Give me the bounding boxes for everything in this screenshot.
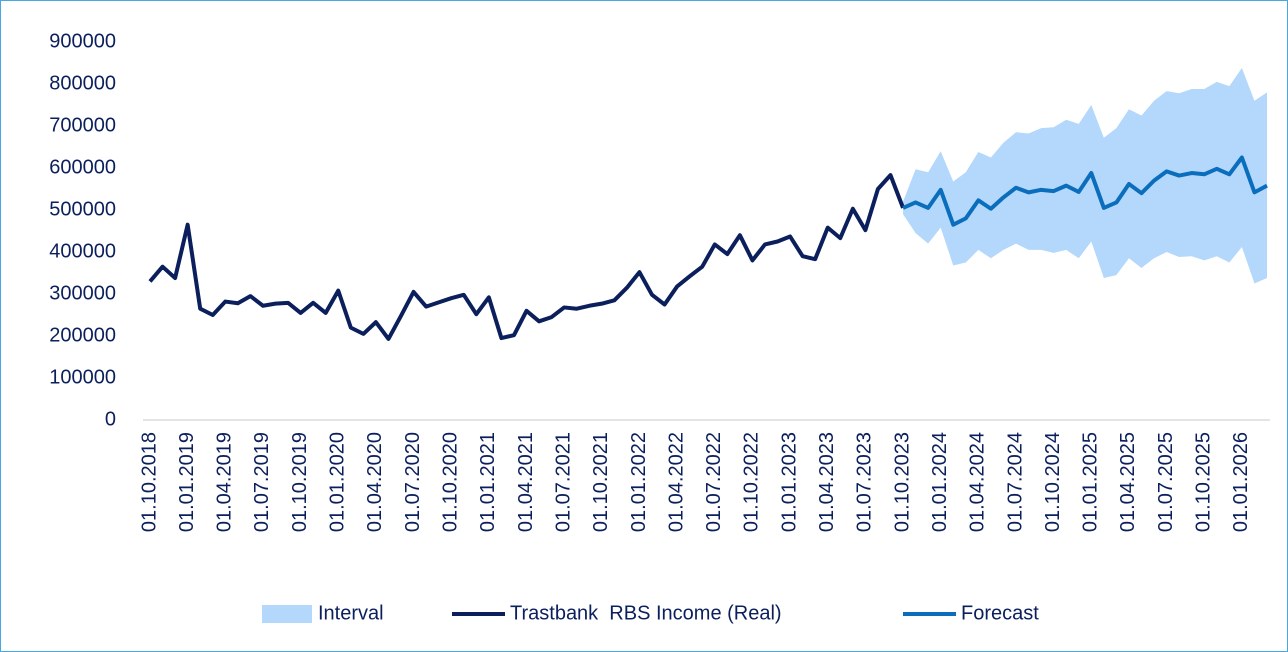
x-tick-label: 01.10.2025 (1193, 432, 1215, 532)
data-line (902, 155, 1268, 227)
x-tick-label: 01.10.2018 (138, 432, 160, 532)
x-tick-label: 01.10.2022 (741, 432, 763, 532)
x-tick-label: 01.10.2019 (289, 432, 311, 532)
x-tick-label: 01.01.2019 (176, 432, 198, 532)
x-tick-label: 01.07.2021 (552, 432, 574, 532)
x-tick-label: 01.01.2022 (628, 432, 650, 532)
x-tick-label: 01.04.2024 (967, 432, 989, 532)
x-tick-label: 01.01.2023 (778, 432, 800, 532)
x-tick-label: 01.01.2025 (1080, 432, 1102, 532)
x-tick-label: 01.04.2019 (214, 432, 236, 532)
legend-swatch (262, 605, 312, 623)
x-tick-label: 01.04.2020 (364, 432, 386, 532)
y-tick-label: 500000 (49, 198, 116, 220)
legend-label: Interval (318, 602, 384, 624)
x-tick-label: 01.07.2022 (703, 432, 725, 532)
y-tick-label: 800000 (49, 72, 116, 94)
interval-area (903, 68, 1267, 284)
x-tick-label: 01.07.2025 (1155, 432, 1177, 532)
x-tick-label: 01.10.2020 (439, 432, 461, 532)
x-tick-label: 01.04.2023 (816, 432, 838, 532)
x-tick-label: 01.07.2023 (854, 432, 876, 532)
x-tick-label: 01.04.2022 (665, 432, 687, 532)
y-tick-label: 900000 (49, 30, 116, 52)
legend-label: Trastbank RBS Income (Real) (510, 602, 782, 624)
x-tick-label: 01.01.2020 (327, 432, 349, 532)
y-tick-label: 100000 (49, 366, 116, 388)
x-tick-label: 01.01.2026 (1230, 432, 1252, 532)
y-tick-label: 0 (105, 408, 116, 430)
x-tick-label: 01.01.2024 (929, 432, 951, 532)
legend-label: Forecast (961, 602, 1039, 624)
x-tick-label: 01.10.2024 (1042, 432, 1064, 532)
x-tick-label: 01.07.2020 (402, 432, 424, 532)
y-tick-label: 300000 (49, 282, 116, 304)
x-tick-label: 01.01.2021 (477, 432, 499, 532)
x-tick-label: 01.04.2025 (1117, 432, 1139, 532)
y-tick-label: 200000 (49, 324, 116, 346)
y-tick-label: 600000 (49, 156, 116, 178)
data-line (148, 173, 905, 341)
x-tick-label: 01.07.2019 (251, 432, 273, 532)
x-tick-label: 01.10.2023 (891, 432, 913, 532)
y-tick-label: 400000 (49, 240, 116, 262)
x-tick-label: 01.10.2021 (590, 432, 612, 532)
x-tick-label: 01.04.2021 (515, 432, 537, 532)
y-tick-label: 700000 (49, 114, 116, 136)
x-tick-label: 01.07.2024 (1004, 432, 1026, 532)
